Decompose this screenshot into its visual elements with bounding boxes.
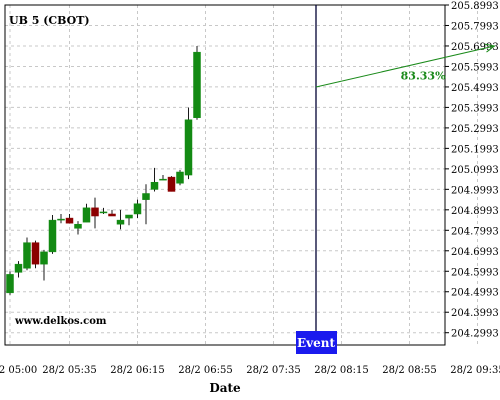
y-tick-label: 205.3993 — [451, 103, 499, 114]
x-tick-label: 28/2 05:00 — [0, 365, 37, 376]
x-tick-label: 28/2 05:35 — [42, 365, 96, 376]
y-tick-label: 204.4993 — [451, 288, 499, 299]
grid — [5, 4, 478, 345]
plot-border — [4, 4, 446, 346]
candle-body — [23, 242, 31, 269]
candle-body — [159, 178, 167, 181]
y-tick-label: 205.5993 — [451, 62, 499, 73]
candle-body — [65, 217, 74, 224]
event-annotation: Event 83.33% — [296, 5, 496, 354]
y-tick-label: 204.3993 — [451, 308, 499, 319]
candle-body — [167, 176, 176, 192]
y-tick-label: 205.7993 — [451, 21, 499, 32]
y-tick-label: 204.7993 — [451, 226, 499, 237]
y-axis-ticks: 205.8993 205.7993 205.6993 205.5993 205.4993… — [445, 1, 499, 340]
x-tick-label: 28/2 06:15 — [110, 365, 164, 376]
candle-body — [40, 251, 48, 265]
x-axis-label: Date — [209, 381, 241, 395]
candle-body — [116, 219, 125, 225]
y-tick-label: 204.6993 — [451, 247, 499, 258]
event-label-box — [296, 331, 337, 354]
event-label: Event — [297, 336, 335, 350]
candle-body — [150, 181, 159, 190]
x-tick-label: 28/2 06:55 — [178, 365, 232, 376]
candles — [6, 46, 201, 295]
y-tick-label: 205.2993 — [451, 124, 499, 135]
y-tick-label: 204.9993 — [451, 185, 499, 196]
y-tick-label: 205.1993 — [451, 144, 499, 155]
x-tick-label: 28/2 07:35 — [246, 365, 300, 376]
x-tick-label: 28/2 08:15 — [314, 365, 368, 376]
watermark: www.delkos.com — [14, 316, 107, 327]
y-tick-label: 204.5993 — [451, 267, 499, 278]
x-tick-label: 28/2 08:55 — [382, 365, 436, 376]
y-tick-label: 204.2993 — [451, 329, 499, 340]
candle-body — [31, 242, 40, 265]
candle-body — [184, 119, 193, 176]
x-tick-label: 28/2 09:35 — [450, 365, 500, 376]
candle-body — [133, 203, 142, 215]
candle-body — [57, 218, 65, 221]
candle-body — [99, 211, 108, 214]
candle-body — [176, 171, 184, 184]
x-axis-ticks: 28/2 05:00 28/2 05:35 28/2 06:15 28/2 06:55… — [0, 365, 500, 376]
candle-body — [6, 274, 14, 294]
candle-body — [48, 219, 57, 253]
y-tick-label: 205.8993 — [451, 1, 499, 12]
projection-arrowhead — [484, 43, 496, 53]
projection-percent-label: 83.33% — [401, 69, 446, 82]
plot-frame — [4, 4, 446, 346]
y-tick-label: 205.4993 — [451, 83, 499, 94]
candle-body — [193, 51, 201, 118]
y-tick-label: 205.0993 — [451, 165, 499, 176]
symbol-label: UB 5 (CBOT) — [9, 14, 90, 27]
candle-body — [91, 207, 99, 217]
candle-body — [14, 263, 23, 273]
candle-body — [74, 223, 82, 229]
y-tick-label: 204.8993 — [451, 206, 499, 217]
y-tick-label: 205.6993 — [451, 42, 499, 53]
candle-body — [82, 207, 91, 223]
candle-body — [125, 214, 133, 219]
candle-body — [108, 213, 116, 217]
candle-body — [142, 193, 150, 200]
projection-arrow-line — [315, 45, 495, 88]
